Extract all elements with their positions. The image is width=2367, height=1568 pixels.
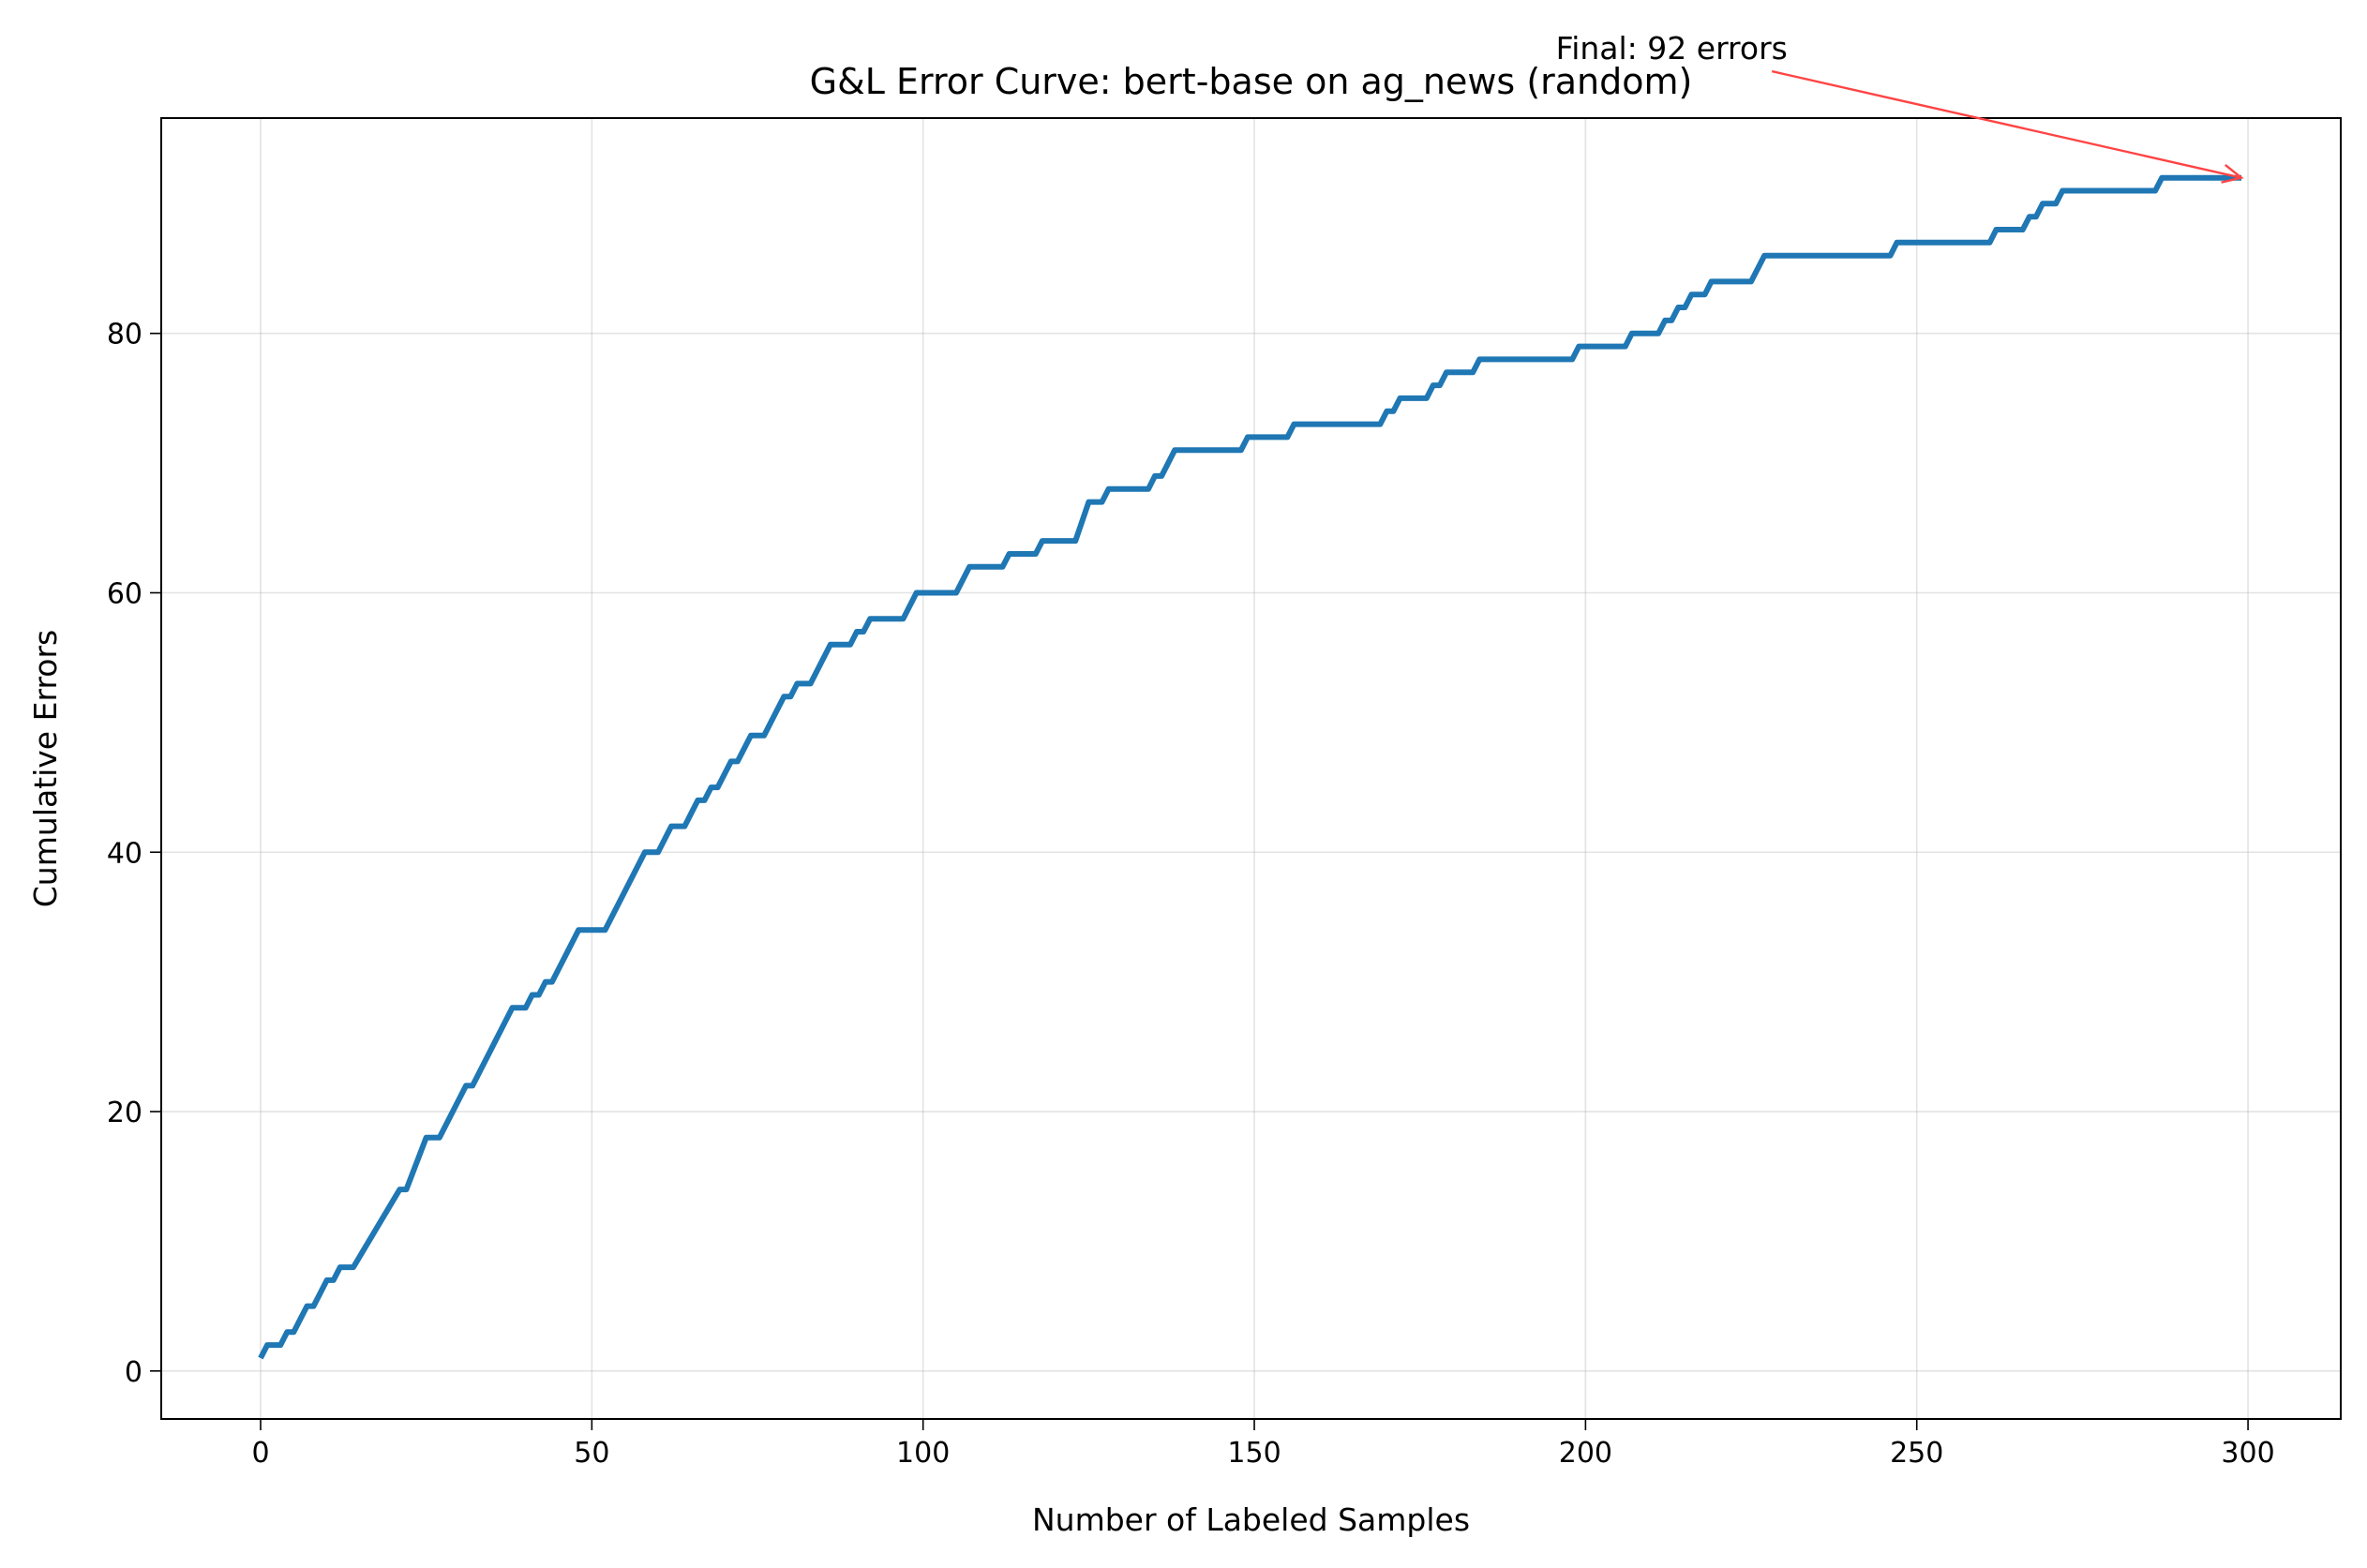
x-tick-label: 150 — [1227, 1437, 1281, 1470]
x-tick-label: 0 — [251, 1437, 269, 1470]
x-tick-label: 50 — [574, 1437, 609, 1470]
chart-title: G&L Error Curve: bert-base on ag_news (r… — [810, 61, 1693, 102]
y-axis-label: Cumulative Errors — [27, 630, 64, 907]
annotation-arrowhead — [2221, 164, 2244, 184]
x-tick-label: 300 — [2221, 1437, 2274, 1470]
y-tick-label: 60 — [107, 577, 142, 610]
x-tick-label: 100 — [896, 1437, 950, 1470]
y-tick-label: 40 — [107, 837, 142, 870]
y-tick-label: 20 — [107, 1097, 142, 1129]
grid — [161, 118, 2341, 1419]
series-line — [258, 174, 2241, 1360]
annotation-arrow — [1771, 69, 2242, 179]
y-tick-label: 80 — [107, 319, 142, 351]
x-axis-label: Number of Labeled Samples — [1032, 1501, 1470, 1538]
axes-frame — [160, 117, 2342, 1420]
y-tick-label: 0 — [125, 1356, 142, 1389]
annotation-text: Final: 92 errors — [1556, 30, 1788, 67]
x-tick-label: 250 — [1890, 1437, 1943, 1470]
x-tick-label: 200 — [1559, 1437, 1612, 1470]
series-layer — [258, 174, 2241, 1360]
y-axis-ticks: 0 20 40 60 80 — [107, 319, 161, 1389]
x-axis-ticks: 0 50 100 150 200 250 300 — [251, 1419, 2275, 1470]
